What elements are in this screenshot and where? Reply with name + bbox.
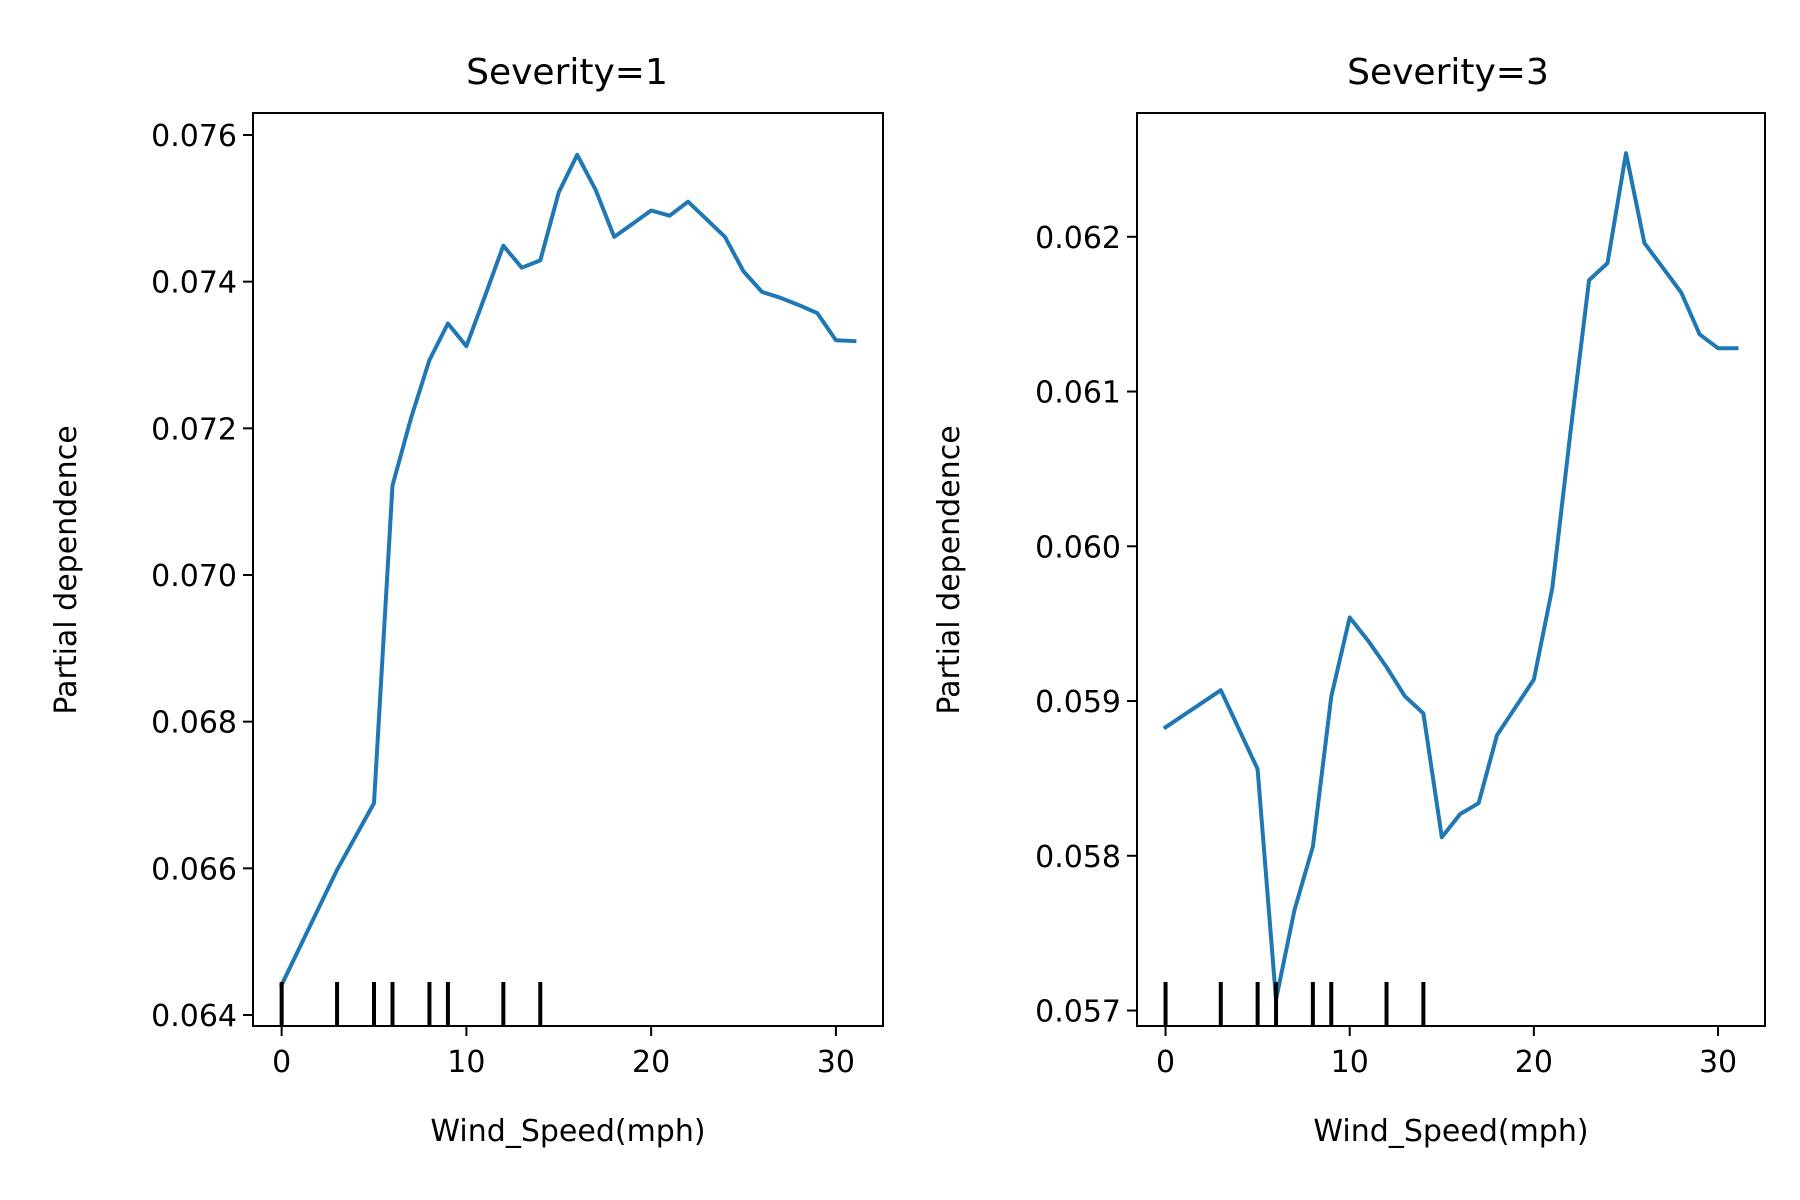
x-tick-label: 0 — [272, 1045, 291, 1080]
chart-panel-severity-1: Severity=1 Wind_Speed(mph) Partial depen… — [49, 52, 884, 1149]
y-axis-label: Partial dependence — [49, 425, 84, 714]
axes-frame — [252, 112, 884, 1027]
x-tick-label: 20 — [1515, 1045, 1553, 1080]
axes-frame — [1136, 112, 1766, 1027]
x-tick-label: 10 — [447, 1045, 485, 1080]
x-tick-label: 30 — [817, 1045, 855, 1080]
y-tick-label: 0.066 — [151, 852, 237, 887]
plot-area — [278, 152, 857, 1026]
y-tick-label: 0.058 — [1035, 840, 1121, 875]
x-axis-label: Wind_Speed(mph) — [1313, 1114, 1588, 1149]
chart-panel-severity-3: Severity=3 Wind_Speed(mph) Partial depen… — [932, 52, 1766, 1149]
y-axis-label: Partial dependence — [932, 425, 967, 714]
partial-dependence-line — [1162, 151, 1739, 1002]
x-tick-label: 0 — [1156, 1045, 1175, 1080]
partial-dependence-line — [278, 152, 857, 988]
y-tick-label: 0.068 — [151, 706, 237, 741]
chart-title: Severity=3 — [1347, 52, 1549, 93]
y-tick-label: 0.074 — [151, 266, 237, 301]
x-tick-label: 20 — [632, 1045, 670, 1080]
y-tick-label: 0.070 — [151, 559, 237, 594]
y-tick-label: 0.060 — [1035, 530, 1121, 565]
y-tick-label: 0.072 — [151, 412, 237, 447]
y-tick-label: 0.059 — [1035, 685, 1121, 720]
y-tick-label: 0.062 — [1035, 221, 1121, 256]
y-tick-label: 0.057 — [1035, 995, 1121, 1030]
x-axis-label: Wind_Speed(mph) — [430, 1114, 705, 1149]
y-tick-label: 0.061 — [1035, 376, 1121, 411]
chart-title: Severity=1 — [466, 52, 668, 93]
y-tick-label: 0.064 — [151, 999, 237, 1034]
plot-area — [1162, 151, 1739, 1026]
x-tick-label: 30 — [1699, 1045, 1737, 1080]
y-tick-label: 0.076 — [151, 119, 237, 154]
x-tick-label: 10 — [1331, 1045, 1369, 1080]
